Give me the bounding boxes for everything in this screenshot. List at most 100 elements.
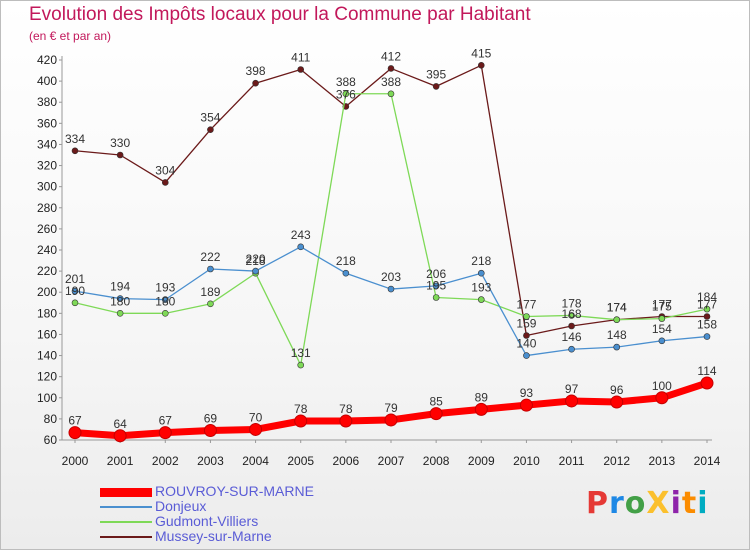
data-label-donjeux: 218 [336,254,356,268]
x-tick-label: 2005 [287,454,314,468]
data-label-gudmont-villiers: 388 [336,75,356,89]
legend-label: Mussey-sur-Marne [155,528,272,544]
data-point-rouvroy-sur-marne [203,424,217,437]
x-tick-label: 2000 [62,454,89,468]
data-point-mussey-sur-marne [387,65,395,72]
data-label-mussey-sur-marne: 334 [65,132,85,146]
legend-swatch [100,506,152,508]
legend-label: Donjeux [155,498,207,514]
data-point-gudmont-villiers [116,310,124,317]
y-tick-label: 200 [37,285,57,299]
chart-subtitle: (en € et par an) [29,29,112,43]
data-label-donjeux: 148 [607,328,627,342]
data-point-mussey-sur-marne [432,83,440,90]
x-tick-label: 2013 [649,454,676,468]
data-label-donjeux: 193 [155,281,175,295]
y-tick-label: 140 [37,349,57,363]
data-label-gudmont-villiers: 174 [607,301,627,315]
data-point-gudmont-villiers [432,294,440,301]
data-point-rouvroy-sur-marne [565,394,579,408]
x-tick-label: 2007 [378,454,405,468]
data-point-mussey-sur-marne [207,126,214,133]
y-tick-label: 100 [37,391,57,405]
data-label-gudmont-villiers: 195 [426,279,446,293]
logo-letter: X [646,486,671,521]
y-tick-label: 160 [37,327,57,341]
data-point-rouvroy-sur-marne [429,407,443,421]
data-label-mussey-sur-marne: 177 [697,298,717,312]
data-point-mussey-sur-marne [703,313,711,320]
data-point-mussey-sur-marne [568,322,575,330]
y-tick-label: 380 [37,95,57,109]
data-point-rouvroy-sur-marne [474,402,488,416]
data-label-donjeux: 158 [697,318,717,332]
legend-label: Gudmont-Villiers [155,513,259,529]
data-label-rouvroy-sur-marne: 96 [610,383,624,397]
data-point-gudmont-villiers [297,361,305,369]
y-tick-label: 240 [37,243,57,257]
data-point-donjeux [297,243,305,251]
y-tick-label: 120 [37,370,57,384]
data-point-donjeux [71,287,79,295]
data-point-gudmont-villiers [523,313,530,320]
y-tick-label: 280 [37,201,57,215]
data-label-mussey-sur-marne: 159 [516,317,536,331]
data-point-mussey-sur-marne [297,66,305,73]
logo-letter: P [586,486,609,521]
data-label-mussey-sur-marne: 411 [291,51,310,65]
data-label-rouvroy-sur-marne: 78 [339,402,353,416]
data-label-donjeux: 154 [652,322,672,336]
y-tick-label: 300 [37,180,57,194]
data-point-donjeux [703,333,711,340]
data-point-gudmont-villiers [161,310,169,317]
data-point-mussey-sur-marne [252,79,259,87]
data-point-rouvroy-sur-marne [384,413,398,427]
data-point-mussey-sur-marne [161,179,169,186]
y-tick-label: 420 [37,53,57,67]
x-tick-label: 2002 [152,454,179,468]
data-label-rouvroy-sur-marne: 79 [384,401,398,415]
y-tick-label: 260 [37,222,57,236]
logo-letter: r [609,486,625,521]
y-tick-label: 400 [37,74,57,88]
data-point-rouvroy-sur-marne [700,376,714,390]
y-tick-label: 340 [37,137,57,151]
data-label-gudmont-villiers: 218 [246,254,266,268]
x-tick-label: 2006 [333,454,360,468]
logo-letter: i [697,486,709,521]
data-point-donjeux [432,282,440,290]
data-label-mussey-sur-marne: 398 [246,64,266,78]
data-label-rouvroy-sur-marne: 89 [475,390,489,404]
data-point-mussey-sur-marne [71,147,79,155]
legend-label: ROUVROY-SUR-MARNE [155,483,314,499]
x-tick-label: 2003 [197,454,224,468]
series-line-gudmont-villiers [74,93,708,366]
data-point-rouvroy-sur-marne [655,391,669,405]
y-tick-label: 80 [44,412,58,426]
data-point-donjeux [116,295,124,302]
data-label-donjeux: 220 [246,252,266,266]
data-label-gudmont-villiers: 178 [562,296,582,310]
data-label-rouvroy-sur-marne: 70 [249,410,263,424]
data-label-donjeux: 243 [291,228,311,242]
x-tick-label: 2012 [603,454,630,468]
data-point-donjeux [523,352,530,359]
data-label-rouvroy-sur-marne: 64 [113,417,127,431]
data-point-gudmont-villiers [613,316,621,323]
data-point-gudmont-villiers [568,312,575,319]
data-point-mussey-sur-marne [477,61,485,69]
data-label-gudmont-villiers: 175 [652,300,672,314]
y-tick-label: 320 [37,159,57,173]
data-label-gudmont-villiers: 180 [110,294,130,308]
data-point-gudmont-villiers [71,299,79,307]
proxiti-logo: ProXiti [586,486,709,521]
data-point-gudmont-villiers [477,296,485,303]
data-point-gudmont-villiers [387,90,395,98]
data-label-gudmont-villiers: 184 [697,290,717,304]
x-tick-label: 2014 [694,454,721,468]
x-tick-label: 2010 [513,454,540,468]
legend-swatch [100,487,152,497]
x-tick-label: 2009 [468,454,495,468]
data-label-mussey-sur-marne: 177 [652,298,672,312]
